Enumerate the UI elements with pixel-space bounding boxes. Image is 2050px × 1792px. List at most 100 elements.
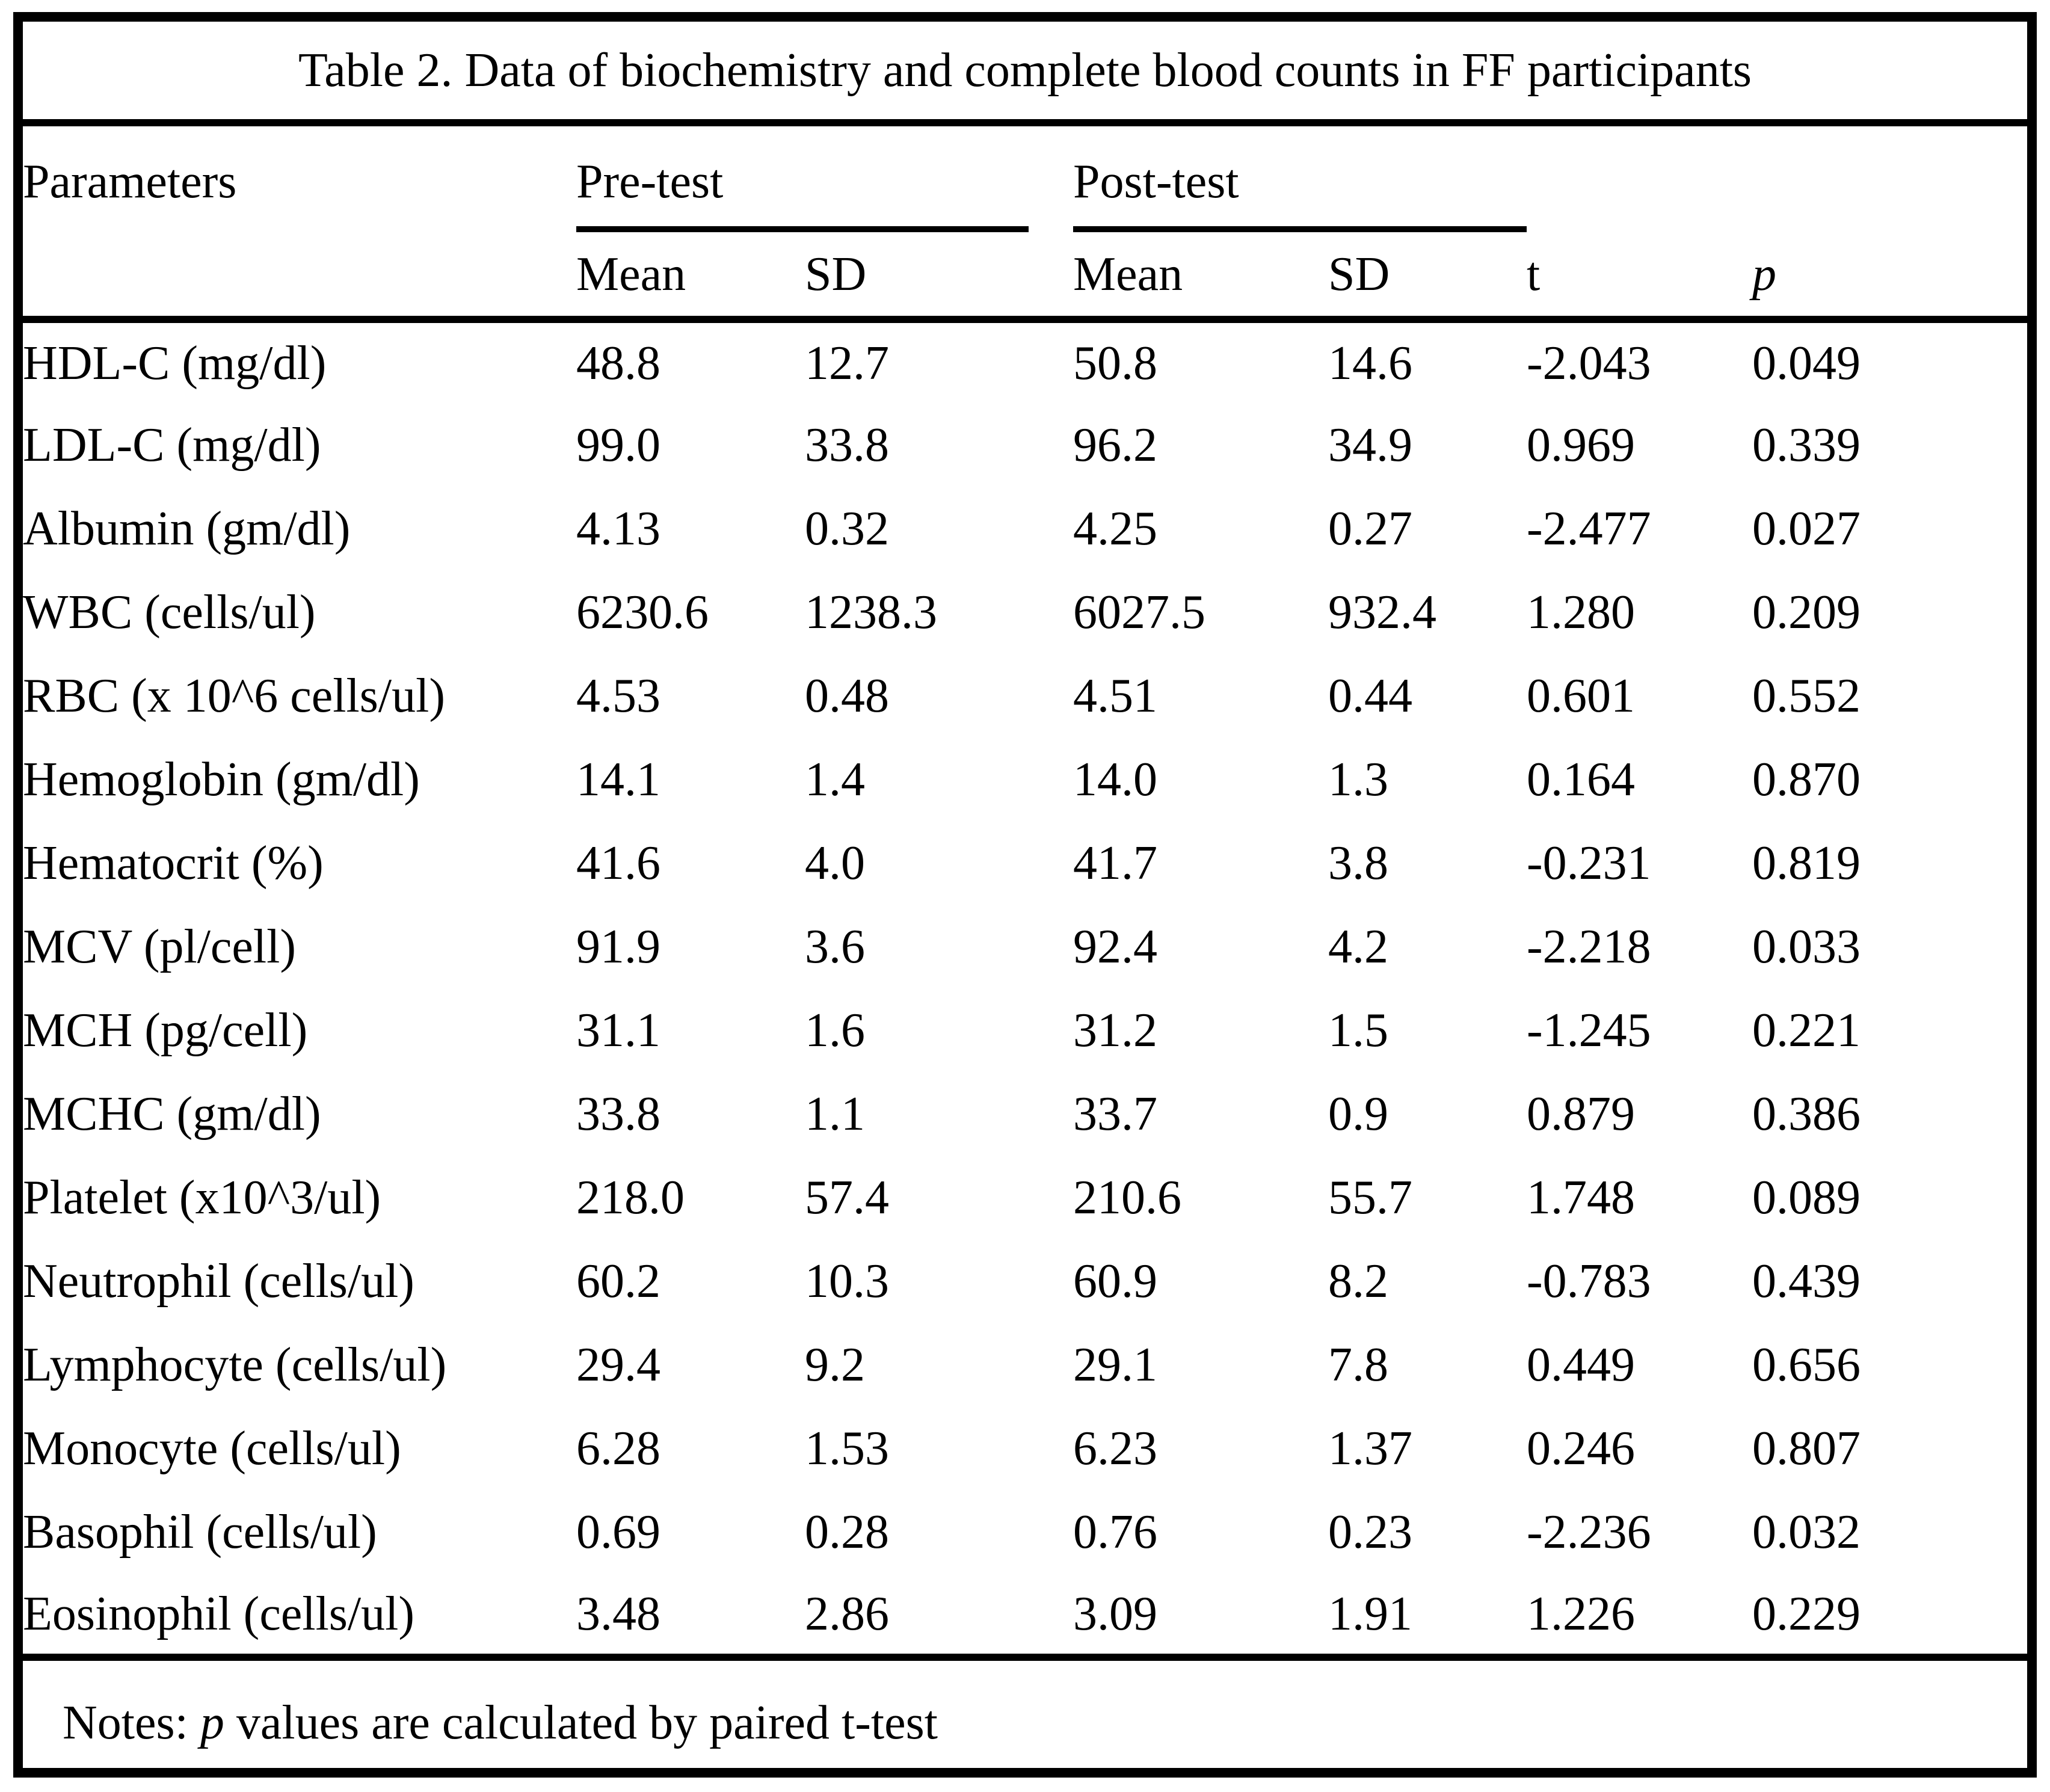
post-sd-cell: 1.37 xyxy=(1328,1421,1412,1475)
notes-prefix: Notes: xyxy=(63,1696,200,1749)
pre-sd-cell: 33.8 xyxy=(805,418,889,472)
post-sd-cell: 55.7 xyxy=(1328,1171,1412,1224)
pre-sd-cell: 1.6 xyxy=(805,1003,865,1057)
param-cell: Basophil (cells/ul) xyxy=(23,1505,377,1559)
table-title: Table 2. Data of biochemistry and comple… xyxy=(298,44,1752,97)
t-cell: -2.236 xyxy=(1527,1505,1651,1559)
param-cell: Lymphocyte (cells/ul) xyxy=(23,1338,447,1391)
header-p: p xyxy=(1752,232,2027,323)
post-mean-cell: 210.6 xyxy=(1073,1171,1181,1224)
pre-mean-cell: 31.1 xyxy=(576,1003,660,1057)
pre-sd-cell: 1.1 xyxy=(805,1087,865,1141)
table-row: RBC (x 10^6 cells/ul) 4.53 0.48 4.51 0.4… xyxy=(23,654,2027,737)
p-cell: 0.552 xyxy=(1752,669,1861,722)
pre-sd-cell: 0.28 xyxy=(805,1505,889,1559)
post-mean-cell: 33.7 xyxy=(1073,1087,1157,1141)
pre-mean-cell: 48.8 xyxy=(576,336,660,390)
table-row: Hemoglobin (gm/dl) 14.1 1.4 14.0 1.3 0.1… xyxy=(23,737,2027,821)
post-sd-cell: 3.8 xyxy=(1328,836,1388,890)
header-blank xyxy=(23,232,576,323)
p-cell: 0.439 xyxy=(1752,1254,1861,1308)
table-row: HDL-C (mg/dl) 48.8 12.7 50.8 14.6 -2.043… xyxy=(23,319,2027,403)
header-stat-row: Mean SD Mean SD t p xyxy=(23,232,2027,323)
t-cell: 1.748 xyxy=(1527,1171,1635,1224)
t-cell: 0.164 xyxy=(1527,753,1635,806)
t-cell: 0.879 xyxy=(1527,1087,1635,1141)
notes-p-symbol: p xyxy=(200,1696,224,1749)
pre-mean-cell: 99.0 xyxy=(576,418,660,472)
post-sd-cell: 8.2 xyxy=(1328,1254,1388,1308)
post-mean-cell: 29.1 xyxy=(1073,1338,1157,1391)
table-row: WBC (cells/ul) 6230.6 1238.3 6027.5 932.… xyxy=(23,570,2027,654)
pre-sd-cell: 57.4 xyxy=(805,1171,889,1224)
table-row: Platelet (x10^3/ul) 218.0 57.4 210.6 55.… xyxy=(23,1156,2027,1239)
post-mean-cell: 6.23 xyxy=(1073,1421,1157,1475)
param-cell: RBC (x 10^6 cells/ul) xyxy=(23,669,445,722)
post-sd-cell: 7.8 xyxy=(1328,1338,1388,1391)
post-sd-cell: 1.91 xyxy=(1328,1574,1527,1661)
param-cell: Platelet (x10^3/ul) xyxy=(23,1171,381,1224)
param-cell: Hemoglobin (gm/dl) xyxy=(23,753,420,806)
post-mean-cell: 41.7 xyxy=(1073,836,1157,890)
param-cell: Hematocrit (%) xyxy=(23,836,324,890)
table-row: MCHC (gm/dl) 33.8 1.1 33.7 0.9 0.879 0.3… xyxy=(23,1072,2027,1156)
post-sd-cell: 4.2 xyxy=(1328,920,1388,973)
pre-mean-cell: 91.9 xyxy=(576,920,660,973)
p-cell: 0.221 xyxy=(1752,1003,1861,1057)
p-cell: 0.032 xyxy=(1752,1505,1861,1559)
post-mean-cell: 96.2 xyxy=(1073,418,1157,472)
pre-sd-cell: 3.6 xyxy=(805,920,865,973)
post-sd-cell: 0.44 xyxy=(1328,669,1412,722)
post-sd-cell: 0.27 xyxy=(1328,502,1412,555)
table-row: LDL-C (mg/dl) 99.0 33.8 96.2 34.9 0.969 … xyxy=(23,403,2027,487)
post-mean-cell: 6027.5 xyxy=(1073,585,1205,639)
param-cell: MCH (pg/cell) xyxy=(23,1003,308,1057)
pre-mean-cell: 218.0 xyxy=(576,1171,685,1224)
param-cell: Neutrophil (cells/ul) xyxy=(23,1254,414,1308)
post-sd-cell: 932.4 xyxy=(1328,585,1436,639)
post-sd-cell: 1.5 xyxy=(1328,1003,1388,1057)
t-cell: 0.969 xyxy=(1527,418,1635,472)
pre-mean-cell: 6230.6 xyxy=(576,585,709,639)
post-mean-cell: 3.09 xyxy=(1073,1574,1328,1661)
post-mean-cell: 0.76 xyxy=(1073,1505,1157,1559)
param-cell: LDL-C (mg/dl) xyxy=(23,418,321,472)
notes: Notes: p values are calculated by paired… xyxy=(23,1661,2027,1784)
pre-sd-cell: 0.48 xyxy=(805,669,889,722)
p-cell: 0.089 xyxy=(1752,1171,1861,1224)
post-sd-cell: 34.9 xyxy=(1328,418,1412,472)
pre-sd-cell: 12.7 xyxy=(805,336,889,390)
header-pretest-label: Pre-test xyxy=(576,158,1029,232)
table-frame: Table 2. Data of biochemistry and comple… xyxy=(13,12,2037,1778)
p-cell: 0.339 xyxy=(1752,418,1861,472)
pre-mean-cell: 41.6 xyxy=(576,836,660,890)
param-cell: MCHC (gm/dl) xyxy=(23,1087,321,1141)
t-cell: 0.449 xyxy=(1527,1338,1635,1391)
header-post-sd: SD xyxy=(1328,232,1527,323)
table-row: Lymphocyte (cells/ul) 29.4 9.2 29.1 7.8 … xyxy=(23,1323,2027,1406)
p-cell: 0.229 xyxy=(1752,1574,2027,1661)
post-sd-cell: 0.23 xyxy=(1328,1505,1412,1559)
header-posttest-group: Post-test xyxy=(1073,123,1527,232)
data-table: Parameters Pre-test Post-test Mean SD Me… xyxy=(23,119,2027,1661)
header-pre-mean: Mean xyxy=(576,232,805,323)
p-cell: 0.870 xyxy=(1752,753,1861,806)
pre-sd-cell: 10.3 xyxy=(805,1254,889,1308)
post-mean-cell: 4.51 xyxy=(1073,669,1157,722)
t-cell: -2.218 xyxy=(1527,920,1651,973)
table-row: MCV (pl/cell) 91.9 3.6 92.4 4.2 -2.218 0… xyxy=(23,905,2027,988)
t-cell: -2.477 xyxy=(1527,502,1651,555)
pre-sd-cell: 1.4 xyxy=(805,753,865,806)
header-pre-sd: SD xyxy=(805,232,1073,323)
p-cell: 0.819 xyxy=(1752,836,1861,890)
param-cell: Eosinophil (cells/ul) xyxy=(23,1574,576,1661)
post-mean-cell: 31.2 xyxy=(1073,1003,1157,1057)
post-mean-cell: 4.25 xyxy=(1073,502,1157,555)
t-cell: -0.783 xyxy=(1527,1254,1651,1308)
table-row: Albumin (gm/dl) 4.13 0.32 4.25 0.27 -2.4… xyxy=(23,487,2027,570)
post-sd-cell: 1.3 xyxy=(1328,753,1388,806)
t-cell: -1.245 xyxy=(1527,1003,1651,1057)
table-row: Monocyte (cells/ul) 6.28 1.53 6.23 1.37 … xyxy=(23,1406,2027,1490)
t-cell: 1.226 xyxy=(1527,1574,1752,1661)
